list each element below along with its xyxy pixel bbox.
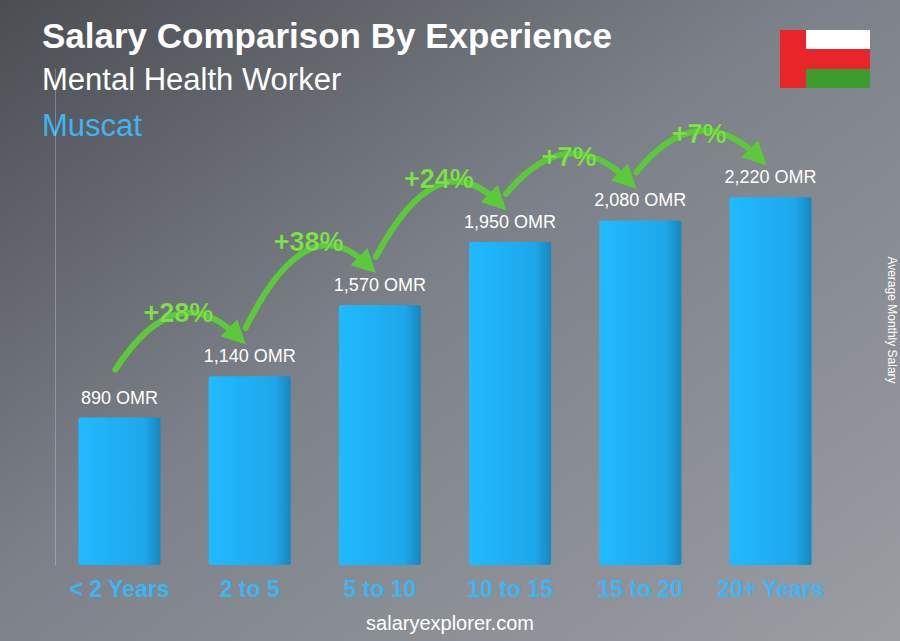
x-tick: < 2 Years — [69, 565, 169, 602]
data-label: 2,220 OMR — [725, 167, 817, 187]
flag-white — [780, 30, 870, 88]
annotation: +28% — [143, 298, 213, 328]
footer: salaryexplorer.com — [366, 612, 534, 634]
data-label: 1,570 OMR — [334, 275, 426, 295]
location: Muscat — [42, 108, 142, 143]
x-tick-label: < 2 Years — [69, 576, 169, 602]
flag — [780, 30, 870, 88]
x-tick: 20+ Years — [717, 565, 823, 602]
flag-red-band — [806, 49, 870, 69]
annotation: +7% — [672, 119, 727, 149]
data-label: 1,140 OMR — [204, 346, 296, 366]
data-label: 2,080 OMR — [594, 190, 686, 210]
bar — [469, 242, 551, 565]
x-tick-label: 2 to 5 — [220, 576, 280, 602]
annotations: +28% +38% +24% +7% +7% — [115, 119, 758, 369]
x-tick: 5 to 10 — [343, 565, 416, 602]
y-axis — [55, 69, 56, 566]
x-axis: < 2 Years 2 to 5 5 to 10 10 to 15 15 to 20 20… — [56, 565, 836, 602]
x-tick-label: 15 to 20 — [597, 576, 683, 602]
bar — [599, 220, 681, 565]
subtitle: Mental Health Worker — [42, 62, 341, 97]
x-tick: 15 to 20 — [597, 565, 683, 602]
annotation: +7% — [542, 142, 597, 172]
x-tick: 2 to 5 — [220, 565, 280, 602]
x-tick-label: 20+ Years — [717, 576, 823, 602]
data-label: 1,950 OMR — [464, 212, 556, 232]
y-axis-line — [55, 69, 56, 566]
x-axis-line — [56, 565, 836, 566]
x-tick: 10 to 15 — [467, 565, 553, 602]
bar — [730, 197, 812, 565]
title: Salary Comparison By Experience — [42, 16, 612, 55]
flag-red — [780, 30, 806, 88]
x-tick-label: 10 to 15 — [467, 576, 553, 602]
bars — [78, 197, 811, 565]
bar — [209, 376, 291, 565]
background — [0, 0, 900, 641]
data-labels: 890 OMR 1,140 OMR 1,570 OMR 1,950 OMR 2,080 … — [81, 167, 817, 407]
growth-arrow — [246, 245, 368, 328]
data-label: 890 OMR — [81, 388, 158, 408]
annotation: +24% — [404, 164, 474, 194]
bar — [339, 305, 421, 565]
y-axis-title: Average Monthly Salary — [885, 256, 899, 383]
chart: Salary Comparison By Experience Mental He… — [0, 0, 900, 641]
x-tick-label: 5 to 10 — [343, 576, 416, 602]
bar — [78, 418, 160, 565]
annotation: +38% — [274, 227, 344, 257]
